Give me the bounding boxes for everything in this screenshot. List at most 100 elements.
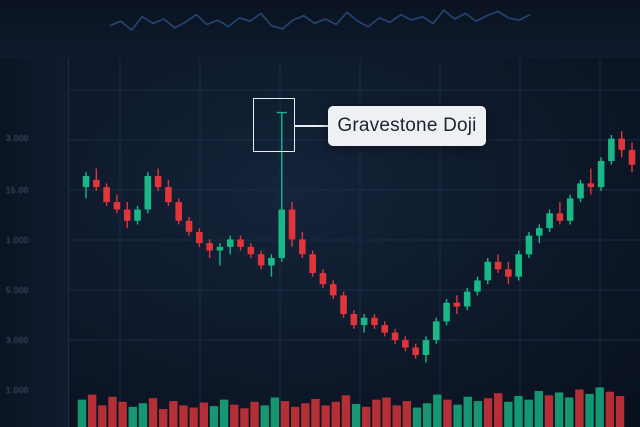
candle bbox=[206, 239, 213, 259]
candle-body bbox=[474, 280, 481, 292]
candle-body bbox=[577, 183, 584, 199]
volume-bar bbox=[433, 394, 442, 427]
candle bbox=[299, 231, 306, 259]
volume-bar bbox=[159, 409, 168, 427]
volume-bar bbox=[118, 401, 127, 427]
candle bbox=[185, 216, 193, 236]
volume-bar bbox=[321, 405, 330, 427]
candle bbox=[402, 336, 409, 352]
candle bbox=[103, 183, 110, 206]
volume-bar bbox=[209, 406, 219, 427]
volume-bar bbox=[534, 391, 543, 427]
candle-body bbox=[278, 209, 286, 259]
candle bbox=[463, 287, 471, 311]
y-tick-label: 3.000 bbox=[6, 336, 29, 345]
candle-body bbox=[113, 202, 121, 210]
candle bbox=[257, 250, 265, 270]
annotation-label: Gravestone Doji bbox=[328, 106, 486, 146]
volume-bar bbox=[362, 406, 371, 427]
candle bbox=[597, 157, 605, 191]
candle-body bbox=[82, 175, 90, 188]
y-tick-label: 1.000 bbox=[6, 386, 29, 395]
volume-bar bbox=[524, 399, 533, 427]
candle bbox=[350, 310, 358, 329]
candle-body bbox=[371, 317, 378, 326]
candle-body bbox=[196, 231, 203, 244]
candle-body bbox=[268, 258, 275, 266]
candle-body bbox=[360, 317, 368, 326]
candle-body bbox=[402, 340, 409, 348]
candle-body bbox=[123, 209, 131, 221]
candle bbox=[360, 313, 368, 333]
candle bbox=[247, 243, 255, 259]
volume-bar bbox=[199, 402, 209, 427]
candle bbox=[329, 280, 337, 300]
candle-body bbox=[309, 254, 316, 273]
volume-bar bbox=[301, 403, 310, 427]
volume-bar bbox=[341, 395, 351, 427]
volume-bar bbox=[605, 391, 615, 427]
candle bbox=[93, 168, 100, 191]
volume-bar bbox=[311, 398, 320, 427]
candle-body bbox=[237, 239, 244, 247]
volume-bar bbox=[575, 389, 584, 427]
candle bbox=[237, 235, 244, 251]
volume-bar bbox=[463, 396, 472, 427]
candle-body bbox=[175, 202, 183, 221]
candle bbox=[432, 317, 440, 344]
volume-bar bbox=[453, 404, 462, 427]
candle bbox=[422, 336, 430, 363]
candle-body bbox=[288, 209, 296, 240]
volume-bar bbox=[504, 401, 513, 427]
candle-body bbox=[206, 243, 213, 251]
volume-bar bbox=[98, 405, 107, 427]
volume-bar bbox=[219, 399, 229, 427]
candle bbox=[515, 250, 522, 281]
candle-body bbox=[628, 149, 636, 165]
volume-bar bbox=[554, 392, 564, 427]
candle bbox=[134, 205, 141, 225]
volume-bar bbox=[595, 387, 604, 427]
volume-bar bbox=[87, 394, 97, 427]
candle bbox=[525, 231, 533, 259]
candle-body bbox=[535, 228, 543, 236]
candle bbox=[618, 131, 625, 158]
candle bbox=[268, 254, 275, 277]
candle bbox=[371, 313, 378, 329]
candle bbox=[381, 321, 389, 337]
volume-bar bbox=[290, 406, 300, 427]
candle-body bbox=[93, 179, 100, 188]
candle-body bbox=[463, 291, 471, 307]
candle bbox=[391, 328, 399, 344]
volume-bar bbox=[189, 407, 198, 427]
candle-body bbox=[556, 213, 564, 221]
candle bbox=[319, 269, 327, 288]
candle bbox=[154, 168, 162, 191]
top-price-line bbox=[109, 9, 531, 32]
candle bbox=[505, 261, 512, 285]
candle-body bbox=[165, 187, 172, 203]
candle-body bbox=[299, 239, 306, 255]
volume-bar bbox=[169, 401, 178, 427]
y-tick-label: 15.00 bbox=[6, 186, 29, 195]
volume-bar bbox=[77, 399, 87, 427]
candle-body bbox=[566, 198, 574, 221]
candle bbox=[608, 134, 615, 165]
doji-highlight-box bbox=[253, 98, 295, 152]
volume-bar bbox=[260, 405, 269, 427]
candle-body bbox=[319, 272, 327, 285]
y-tick-label: 3.000 bbox=[6, 134, 29, 143]
candle bbox=[628, 142, 636, 173]
candle bbox=[216, 243, 224, 266]
candle bbox=[412, 343, 419, 359]
volume-bars bbox=[77, 387, 625, 427]
y-tick-label: 5.000 bbox=[6, 286, 29, 295]
candle bbox=[453, 295, 461, 314]
volume-bar bbox=[493, 393, 503, 427]
price-axis-panel: 3.000 15.00 1.000 5.000 3.000 1.000 bbox=[0, 58, 69, 427]
candle bbox=[340, 291, 347, 318]
volume-bar bbox=[372, 399, 381, 427]
volume-bar bbox=[270, 397, 280, 427]
volume-bar bbox=[483, 398, 493, 427]
